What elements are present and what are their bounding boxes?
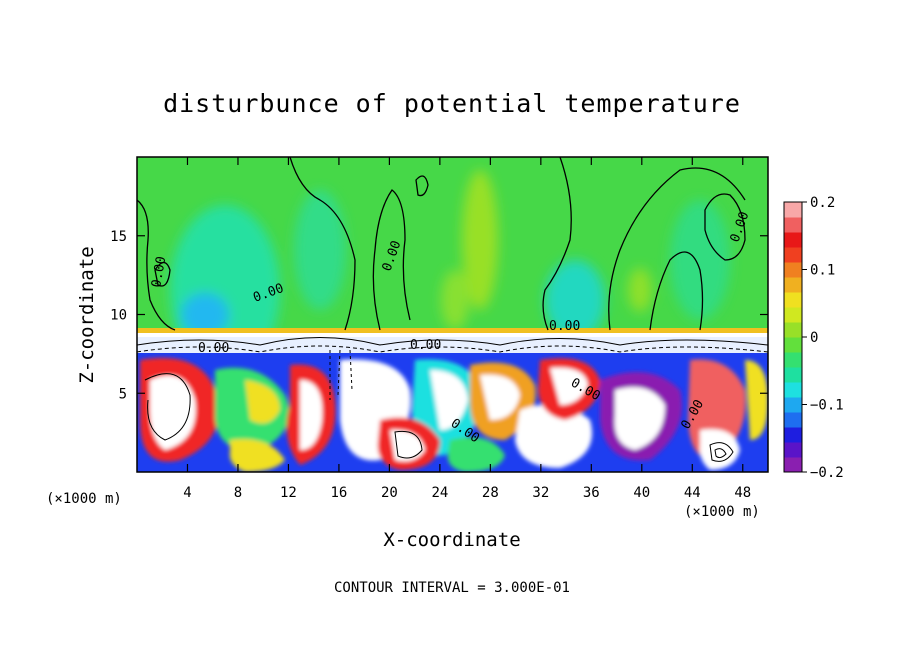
- colorbar-tick-label: 0: [810, 330, 818, 346]
- interface-band: [137, 328, 768, 333]
- colorbar-swatch: [784, 397, 802, 413]
- contour-label: 0.00: [198, 341, 229, 356]
- colorbar-swatch: [784, 367, 802, 383]
- x-unit-label-left: (×1000 m): [46, 491, 122, 507]
- x-tick-label: 28: [482, 485, 499, 501]
- turbulent-cell: [447, 437, 505, 472]
- x-axis-label: X-coordinate: [383, 529, 520, 551]
- turbulent-cell: [515, 404, 592, 468]
- upper-cyan-patch: [294, 190, 346, 310]
- upper-cyan-patch: [545, 260, 605, 340]
- colorbar-swatch: [784, 217, 802, 233]
- turbulent-cell: [229, 439, 285, 472]
- y-axis: 5 10 15: [110, 229, 768, 402]
- x-tick-label: 36: [583, 485, 600, 501]
- colorbar: [783, 201, 803, 473]
- colorbar-swatch: [784, 457, 802, 473]
- colorbar-swatch: [784, 262, 802, 278]
- colorbar-tick-label: 0.2: [810, 195, 835, 211]
- colorbar-swatch: [784, 277, 802, 293]
- turbulent-cell: [300, 380, 323, 450]
- colorbar-tick-label: 0.1: [810, 263, 835, 279]
- contour-lines: [137, 157, 746, 331]
- colorbar-tick-label: −0.2: [810, 465, 844, 481]
- colorbar-swatch: [784, 322, 802, 338]
- x-tick-label: 8: [234, 485, 242, 501]
- upper-yellow-patch: [462, 170, 498, 310]
- x-tick-label: 32: [532, 485, 549, 501]
- chart-title: disturbunce of potential temperature: [163, 89, 741, 118]
- y-axis-label: Z-coordinate: [76, 246, 98, 383]
- turbulent-cell: [430, 370, 468, 430]
- contour-label: 0.00: [549, 319, 580, 334]
- x-tick-label: 48: [734, 485, 751, 501]
- colorbar-swatch: [784, 442, 802, 458]
- x-tick-label: 24: [431, 485, 448, 501]
- turbulent-cell: [745, 360, 768, 440]
- x-axis: 4 8 12 16 20 24 28 32 36 40 44 48: [183, 157, 751, 501]
- upper-yellow-patch: [441, 270, 469, 330]
- colorbar-swatch: [784, 202, 802, 218]
- colorbar-tick-label: −0.1: [810, 398, 844, 414]
- colorbar-swatch: [784, 352, 802, 368]
- x-tick-label: 12: [280, 485, 297, 501]
- colorbar-swatch: [784, 427, 802, 443]
- colorbar-swatch: [784, 307, 802, 323]
- turbulent-cell: [614, 387, 665, 450]
- colorbar-swatch: [784, 247, 802, 263]
- turbulent-cell: [699, 429, 740, 470]
- x-tick-label: 16: [330, 485, 347, 501]
- upper-cyan-patch: [670, 200, 730, 320]
- turbulent-cell: [480, 374, 520, 420]
- x-tick-label: 20: [381, 485, 398, 501]
- colorbar-ticks: 0.2 0.1 0 −0.1 −0.2: [802, 195, 844, 481]
- contour-label: 0.00: [149, 255, 169, 288]
- upper-cyan-patch: [181, 293, 229, 337]
- y-tick-label: 15: [110, 229, 127, 245]
- contour-label: 0.00: [410, 338, 441, 353]
- y-tick-label: 5: [119, 386, 127, 402]
- colorbar-swatch: [784, 232, 802, 248]
- x-unit-label-right: (×1000 m): [684, 504, 760, 520]
- x-tick-label: 44: [684, 485, 701, 501]
- turbulent-cell: [150, 375, 196, 450]
- interface-band: [137, 337, 768, 353]
- turbulent-cell: [550, 367, 588, 405]
- plot-area: [137, 157, 768, 472]
- contour-interval-note: CONTOUR INTERVAL = 3.000E-01: [334, 580, 570, 596]
- interface-band: [137, 333, 768, 337]
- upper-yellow-patch: [628, 268, 652, 312]
- colorbar-swatch: [784, 292, 802, 308]
- turbulent-cell: [245, 380, 280, 424]
- colorbar-swatch: [784, 337, 802, 353]
- contour-lines: [137, 337, 768, 462]
- turbulent-cell: [390, 429, 425, 462]
- y-tick-label: 10: [110, 308, 127, 324]
- colorbar-swatch: [784, 382, 802, 398]
- x-tick-label: 40: [633, 485, 650, 501]
- colorbar-swatch: [784, 412, 802, 428]
- x-tick-label: 4: [183, 485, 191, 501]
